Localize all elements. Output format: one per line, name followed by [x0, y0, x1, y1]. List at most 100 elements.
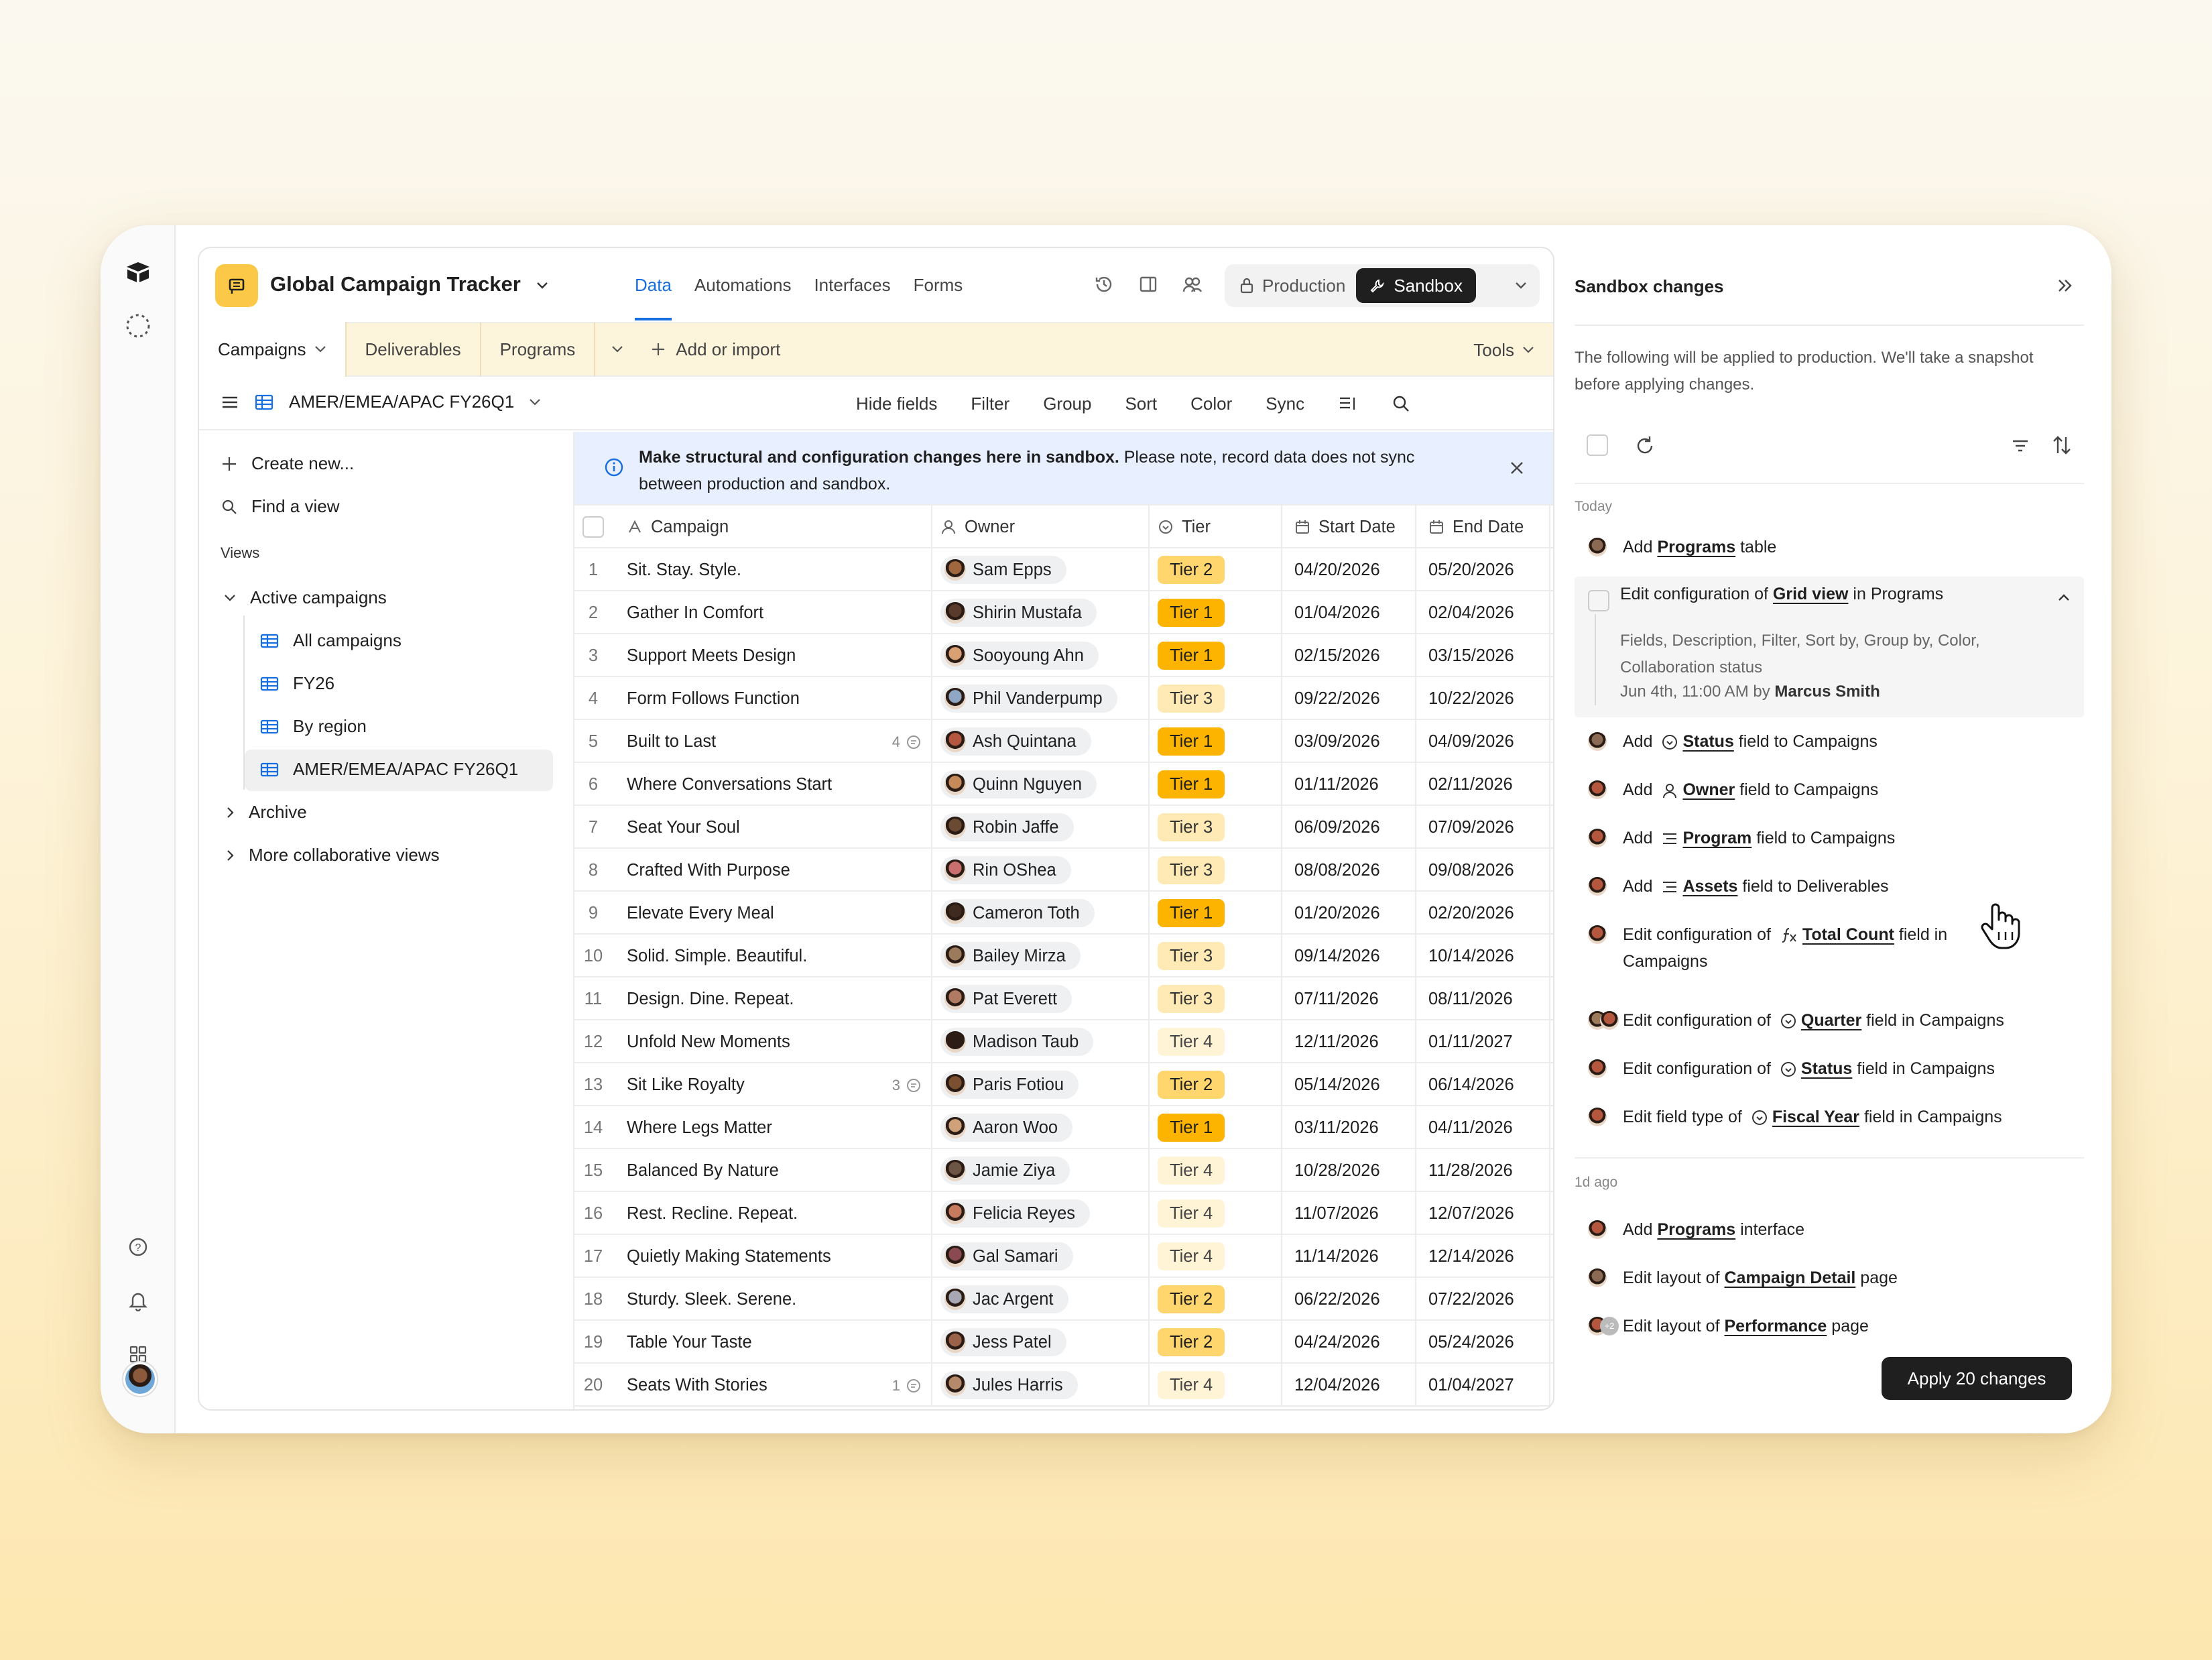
sandbox-toggle[interactable]: Sandbox: [1356, 268, 1476, 303]
nav-interfaces[interactable]: Interfaces: [814, 275, 891, 295]
start-date-cell[interactable]: 04/24/2026: [1282, 1321, 1416, 1364]
table-row[interactable]: 12 Unfold New Moments Madison Taub Tier …: [574, 1020, 1553, 1063]
owner-cell[interactable]: Sooyoung Ahn: [932, 634, 1150, 677]
owner-pill[interactable]: Felicia Reyes: [940, 1199, 1091, 1228]
owner-pill[interactable]: Gal Samari: [940, 1242, 1073, 1270]
end-date-cell[interactable]: 02/11/2026: [1416, 763, 1550, 806]
tier-cell[interactable]: Tier 4: [1150, 1149, 1282, 1192]
campaign-cell[interactable]: Quietly Making Statements: [612, 1235, 932, 1278]
end-date-cell[interactable]: 01/04/2027: [1416, 1364, 1550, 1407]
table-row[interactable]: 11 Design. Dine. Repeat. Pat Everett Tie…: [574, 977, 1553, 1020]
end-date-cell[interactable]: 02/20/2026: [1416, 892, 1550, 935]
filter-button[interactable]: Filter: [971, 393, 1010, 414]
end-date-cell[interactable]: 10/14/2026: [1416, 935, 1550, 977]
owner-cell[interactable]: Rin OShea: [932, 849, 1150, 892]
owner-cell[interactable]: Felicia Reyes: [932, 1192, 1150, 1235]
change-item[interactable]: Edit layout of Campaign Detail page: [1575, 1264, 2084, 1291]
table-row[interactable]: 15 Balanced By Nature Jamie Ziya Tier 4 …: [574, 1149, 1553, 1192]
tier-cell[interactable]: Tier 1: [1150, 634, 1282, 677]
campaign-cell[interactable]: Unfold New Moments: [612, 1020, 932, 1063]
end-date-cell[interactable]: 12/14/2026: [1416, 1235, 1550, 1278]
region-cell[interactable]: AM: [1550, 720, 1553, 763]
owner-cell[interactable]: Madison Taub: [932, 1020, 1150, 1063]
end-date-cell[interactable]: 03/15/2026: [1416, 634, 1550, 677]
region-cell[interactable]: AP/: [1550, 1192, 1553, 1235]
filter-icon[interactable]: [2010, 436, 2030, 456]
table-row[interactable]: 3 Support Meets Design Sooyoung Ahn Tier…: [574, 634, 1553, 677]
chevron-up-icon[interactable]: [2057, 593, 2071, 602]
end-date-cell[interactable]: 10/22/2026: [1416, 677, 1550, 720]
header-tier[interactable]: Tier: [1150, 506, 1282, 548]
hamburger-icon[interactable]: [221, 394, 239, 410]
tier-cell[interactable]: Tier 1: [1150, 763, 1282, 806]
start-date-cell[interactable]: 11/07/2026: [1282, 1192, 1416, 1235]
header-end-date[interactable]: End Date: [1416, 506, 1550, 548]
tier-cell[interactable]: Tier 1: [1150, 720, 1282, 763]
campaign-cell[interactable]: Seats With Stories 1: [612, 1364, 932, 1407]
end-date-cell[interactable]: 08/11/2026: [1416, 977, 1550, 1020]
end-date-cell[interactable]: 04/09/2026: [1416, 720, 1550, 763]
start-date-cell[interactable]: 06/09/2026: [1282, 806, 1416, 849]
owner-pill[interactable]: Paris Fotiou: [940, 1071, 1079, 1099]
region-cell[interactable]: EM: [1550, 1364, 1553, 1407]
apply-changes-button[interactable]: Apply 20 changes: [1882, 1357, 2072, 1400]
header-owner[interactable]: Owner: [932, 506, 1150, 548]
campaign-cell[interactable]: Support Meets Design: [612, 634, 932, 677]
help-icon[interactable]: ?: [125, 1234, 151, 1260]
owner-pill[interactable]: Jac Argent: [940, 1285, 1068, 1313]
search-icon[interactable]: [1392, 394, 1410, 413]
campaign-cell[interactable]: Table Your Taste: [612, 1321, 932, 1364]
change-item-expanded[interactable]: Edit configuration of Grid view in Progr…: [1575, 581, 2084, 607]
refresh-icon[interactable]: [1634, 434, 1656, 457]
tier-cell[interactable]: Tier 1: [1150, 591, 1282, 634]
table-row[interactable]: 6 Where Conversations Start Quinn Nguyen…: [574, 763, 1553, 806]
region-cell[interactable]: AP/: [1550, 1149, 1553, 1192]
owner-pill[interactable]: Madison Taub: [940, 1028, 1094, 1056]
view-name[interactable]: AMER/EMEA/APAC FY26Q1: [289, 392, 515, 412]
end-date-cell[interactable]: 12/07/2026: [1416, 1192, 1550, 1235]
airtable-logo-icon[interactable]: [125, 259, 151, 286]
owner-pill[interactable]: Cameron Toth: [940, 899, 1095, 927]
change-item[interactable]: Edit configuration of Total Count field …: [1575, 921, 2084, 975]
history-icon[interactable]: [1092, 272, 1116, 296]
owner-pill[interactable]: Jamie Ziya: [940, 1157, 1070, 1185]
region-cell[interactable]: EM: [1550, 977, 1553, 1020]
table-row[interactable]: 18 Sturdy. Sleek. Serene. Jac Argent Tie…: [574, 1278, 1553, 1321]
owner-cell[interactable]: Pat Everett: [932, 977, 1150, 1020]
end-date-cell[interactable]: 09/08/2026: [1416, 849, 1550, 892]
sort-icon[interactable]: [2052, 434, 2072, 456]
close-icon[interactable]: [1503, 455, 1530, 481]
start-date-cell[interactable]: 11/14/2026: [1282, 1235, 1416, 1278]
table-row[interactable]: 8 Crafted With Purpose Rin OShea Tier 3 …: [574, 849, 1553, 892]
campaign-cell[interactable]: Where Legs Matter: [612, 1106, 932, 1149]
owner-cell[interactable]: Jules Harris: [932, 1364, 1150, 1407]
owner-pill[interactable]: Phil Vanderpump: [940, 685, 1117, 713]
table-row[interactable]: 16 Rest. Recline. Repeat. Felicia Reyes …: [574, 1192, 1553, 1235]
tier-cell[interactable]: Tier 2: [1150, 1321, 1282, 1364]
region-cell[interactable]: EM: [1550, 892, 1553, 935]
change-item[interactable]: Edit configuration of Quarter field in C…: [1575, 1007, 2084, 1034]
bell-icon[interactable]: [125, 1287, 151, 1314]
end-date-cell[interactable]: 05/20/2026: [1416, 548, 1550, 591]
end-date-cell[interactable]: 07/22/2026: [1416, 1278, 1550, 1321]
campaign-cell[interactable]: Gather In Comfort: [612, 591, 932, 634]
owner-cell[interactable]: Bailey Mirza: [932, 935, 1150, 977]
campaign-cell[interactable]: Sit Like Royalty 3: [612, 1063, 932, 1106]
nav-data[interactable]: Data: [635, 275, 672, 320]
tier-cell[interactable]: Tier 3: [1150, 935, 1282, 977]
start-date-cell[interactable]: 07/11/2026: [1282, 977, 1416, 1020]
campaign-cell[interactable]: Form Follows Function: [612, 677, 932, 720]
find-view-input[interactable]: Find a view: [221, 496, 340, 517]
owner-pill[interactable]: Sooyoung Ahn: [940, 642, 1099, 670]
change-item[interactable]: Add Status field to Campaigns: [1575, 728, 2084, 755]
region-cell[interactable]: EM: [1550, 806, 1553, 849]
tab-campaigns[interactable]: Campaigns: [199, 322, 347, 377]
comment-count[interactable]: 3: [892, 1077, 922, 1094]
tab-programs[interactable]: Programs: [481, 322, 596, 376]
end-date-cell[interactable]: 11/28/2026: [1416, 1149, 1550, 1192]
owner-cell[interactable]: Ash Quintana: [932, 720, 1150, 763]
create-new-button[interactable]: Create new...: [221, 453, 354, 474]
sidebar-item-fy26[interactable]: FY26: [259, 673, 334, 694]
tier-cell[interactable]: Tier 3: [1150, 806, 1282, 849]
campaign-cell[interactable]: Rest. Recline. Repeat.: [612, 1192, 932, 1235]
